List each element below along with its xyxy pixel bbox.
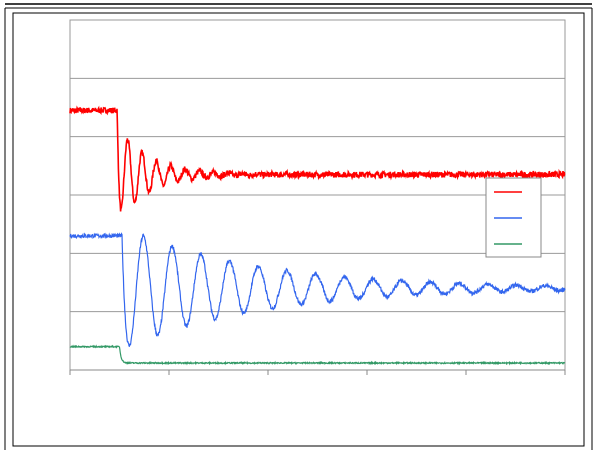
series-line-0 [69,105,566,212]
series-line-2 [69,344,566,366]
series-line-1 [69,232,566,348]
